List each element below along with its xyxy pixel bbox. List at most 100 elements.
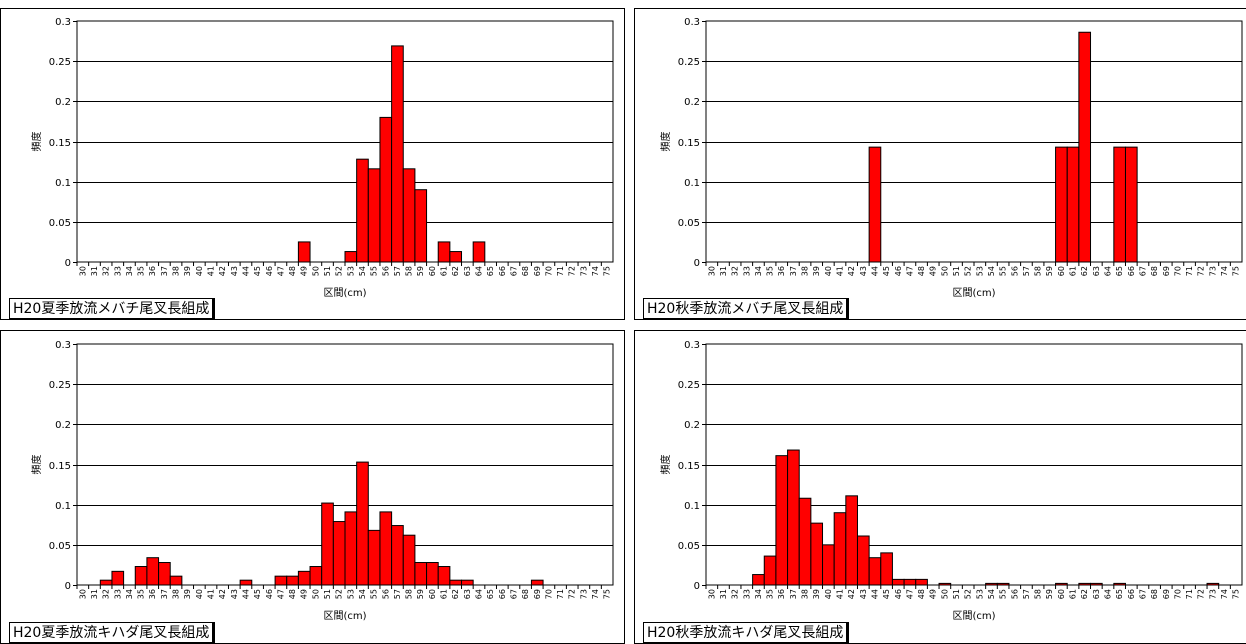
bar — [274, 575, 288, 586]
x-tick-label: 49 — [300, 266, 309, 276]
x-tick-label: 31 — [90, 266, 99, 276]
bar — [437, 241, 451, 263]
x-tick-label: 46 — [265, 266, 274, 276]
x-tick-label: 75 — [603, 266, 612, 276]
chart-svg: 0 0.05 0.1 0.15 0.2 0.25 0.3 30 31 32 33 34 35 36 37 38… — [30, 17, 614, 299]
bar — [996, 582, 1010, 586]
x-tick-label: 45 — [253, 589, 262, 599]
x-tick-label: 35 — [766, 589, 775, 599]
bar — [1078, 582, 1092, 586]
x-tick-label: 51 — [952, 589, 961, 599]
bar — [752, 574, 765, 586]
x-tick-label: 54 — [358, 266, 367, 276]
bar — [344, 511, 358, 586]
bar — [868, 146, 882, 263]
bar — [787, 449, 800, 586]
x-tick-label: 45 — [882, 266, 891, 276]
x-tick-label: 36 — [148, 589, 157, 599]
y-tick-label: 0.1 — [55, 501, 71, 512]
bar — [1113, 146, 1126, 263]
x-axis-title: 区間(cm) — [952, 287, 995, 299]
x-tick-label: 36 — [777, 589, 786, 599]
x-tick-label: 41 — [207, 589, 216, 599]
x-tick-label: 64 — [1104, 589, 1113, 599]
x-tick-label: 62 — [451, 266, 460, 276]
x-tick-label: 62 — [1080, 589, 1089, 599]
y-tick-label: 0.3 — [55, 340, 71, 351]
bar — [856, 535, 870, 586]
x-tick-label: 47 — [276, 266, 285, 276]
bar — [356, 158, 369, 263]
y-tick-label: 0.05 — [49, 541, 71, 552]
x-tick-label: 35 — [137, 266, 146, 276]
x-tick-label: 69 — [533, 266, 542, 276]
x-tick-label: 64 — [475, 266, 484, 276]
x-tick-label: 54 — [987, 266, 996, 276]
x-tick-label: 75 — [1232, 266, 1241, 276]
x-tick-label: 50 — [311, 589, 320, 599]
x-tick-label: 43 — [230, 266, 239, 276]
y-tick-label: 0.3 — [55, 17, 71, 28]
x-tick-label: 44 — [241, 266, 250, 276]
plot-area — [705, 20, 1243, 263]
bar — [391, 525, 404, 586]
bar — [414, 562, 428, 586]
x-tick-label: 40 — [195, 266, 204, 276]
y-tick-label: 0.15 — [678, 138, 700, 149]
x-tick-label: 73 — [1208, 589, 1217, 599]
bar — [344, 251, 358, 263]
bar — [461, 579, 474, 586]
x-tick-label: 72 — [568, 266, 577, 276]
x-tick-label: 67 — [509, 266, 518, 276]
bar — [297, 570, 311, 586]
x-tick-label: 73 — [579, 266, 588, 276]
bar — [833, 512, 847, 586]
x-tick-label: 58 — [405, 589, 414, 599]
x-tick-label: 62 — [1080, 266, 1089, 276]
x-tick-label: 42 — [218, 266, 227, 276]
x-tick-label: 63 — [1092, 589, 1101, 599]
x-tick-label: 66 — [1127, 266, 1136, 276]
chart-panel-summer-yellowfin: 0 0.05 0.1 0.15 0.2 0.25 0.3 30 31 32 33 34 35 36 37 38… — [0, 330, 625, 644]
x-tick-label: 55 — [999, 589, 1008, 599]
chart-caption: H20秋季放流メバチ尾叉長組成 — [643, 298, 850, 320]
x-tick-label: 36 — [777, 266, 786, 276]
y-axis-title: 頻度 — [659, 455, 672, 475]
x-tick-label: 56 — [381, 589, 390, 599]
x-tick-label: 71 — [556, 589, 565, 599]
bar — [158, 562, 171, 586]
y-tick-label: 0.15 — [49, 138, 71, 149]
x-tick-label: 42 — [847, 589, 856, 599]
x-tick-label: 39 — [812, 266, 821, 276]
x-tick-label: 66 — [498, 589, 507, 599]
x-tick-label: 66 — [1127, 589, 1136, 599]
x-tick-label: 65 — [1115, 589, 1124, 599]
x-tick-label: 57 — [393, 589, 402, 599]
x-tick-label: 51 — [952, 266, 961, 276]
bar — [367, 529, 381, 586]
y-axis-title: 頻度 — [30, 455, 43, 475]
x-axis-title: 区間(cm) — [323, 287, 366, 299]
x-tick-label: 45 — [882, 589, 891, 599]
y-tick-label: 0.3 — [684, 17, 700, 28]
bar — [903, 578, 917, 586]
x-tick-label: 34 — [754, 589, 763, 599]
x-tick-label: 37 — [789, 266, 798, 276]
x-tick-label: 44 — [241, 589, 250, 599]
x-tick-label: 54 — [987, 589, 996, 599]
x-tick-label: 37 — [160, 589, 169, 599]
x-tick-label: 53 — [975, 266, 984, 276]
x-tick-label: 35 — [137, 589, 146, 599]
y-tick-label: 0.15 — [49, 461, 71, 472]
y-tick-label: 0 — [65, 258, 71, 269]
x-tick-label: 42 — [847, 266, 856, 276]
x-tick-label: 30 — [78, 589, 87, 599]
x-tick-label: 48 — [917, 589, 926, 599]
bar — [472, 241, 486, 263]
x-tick-label: 41 — [836, 589, 845, 599]
bar — [1055, 146, 1068, 263]
x-tick-label: 34 — [754, 266, 763, 276]
bar — [437, 566, 451, 586]
bar — [426, 562, 439, 586]
bar — [822, 544, 835, 586]
